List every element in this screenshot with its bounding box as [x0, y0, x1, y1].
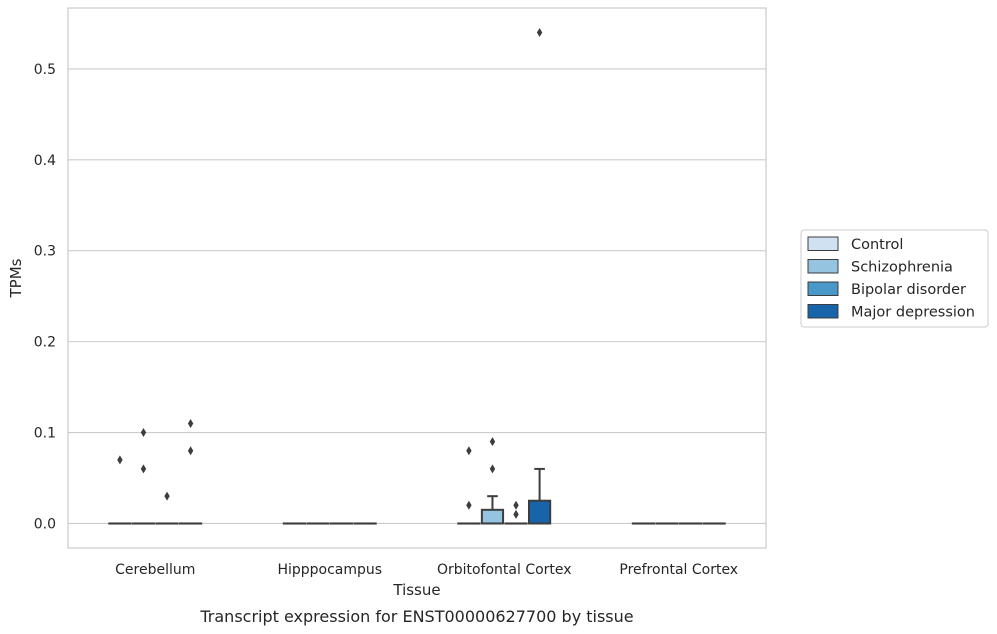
outlier-point [536, 28, 543, 38]
legend-label: Bipolar disorder [851, 282, 966, 298]
box-control [108, 455, 132, 525]
outlier-point [140, 428, 147, 438]
x-tick-label: Hipppocampus [277, 562, 382, 578]
outlier-point [489, 437, 496, 447]
y-tick-label: 0.3 [34, 244, 56, 260]
box-major-depression [178, 418, 203, 525]
chart-caption: Transcript expression for ENST0000062770… [199, 607, 633, 626]
legend: Control Schizophrenia Bipolar disorder Majo… [800, 229, 989, 328]
outlier-point [117, 455, 123, 465]
gridlines [68, 68, 766, 525]
outlier-point [187, 418, 194, 428]
outlier-point [466, 500, 472, 510]
outlier-point [187, 446, 194, 456]
y-axis-label: TPMs [7, 258, 25, 298]
legend-label: Major depression [851, 305, 975, 321]
box-control [457, 446, 481, 525]
y-tick-label: 0.1 [34, 426, 56, 442]
box-plots [108, 28, 726, 525]
box-major-depression [527, 28, 552, 525]
legend-frame [800, 229, 989, 328]
legend-label: Schizophrenia [851, 260, 953, 276]
y-tick-label: 0.2 [34, 335, 56, 351]
legend-swatch [807, 259, 839, 274]
outlier-point [489, 464, 496, 474]
x-tick-label: Prefrontal Cortex [619, 562, 738, 578]
y-tick-label: 0.4 [34, 153, 56, 169]
box-bipolar-disorder [504, 500, 528, 525]
outlier-point [140, 464, 147, 474]
outlier-point [513, 500, 519, 510]
x-tick-label: Cerebellum [115, 562, 195, 578]
box-body [527, 499, 552, 525]
box-body [480, 508, 505, 525]
box-bipolar-disorder [155, 491, 179, 525]
x-axis-ticks: Cerebellum Hipppocampus Orbitofontal Corte… [115, 562, 738, 578]
x-tick-label: Orbitofontal Cortex [437, 562, 572, 578]
box-schizophrenia [131, 428, 156, 525]
box-schizophrenia [480, 437, 505, 525]
x-axis-label: Tissue [392, 581, 440, 599]
plot-frame [67, 7, 767, 549]
outlier-point [513, 509, 519, 519]
legend-swatch [807, 281, 839, 296]
outlier-point [466, 446, 472, 456]
y-axis-ticks: 0.0 0.1 0.2 0.3 0.4 0.5 [34, 62, 56, 533]
y-tick-label: 0.5 [34, 62, 56, 78]
legend-label: Control [851, 237, 903, 253]
outlier-point [164, 491, 170, 501]
legend-swatch [807, 236, 839, 251]
legend-swatch [807, 304, 839, 319]
y-tick-label: 0.0 [34, 516, 56, 532]
